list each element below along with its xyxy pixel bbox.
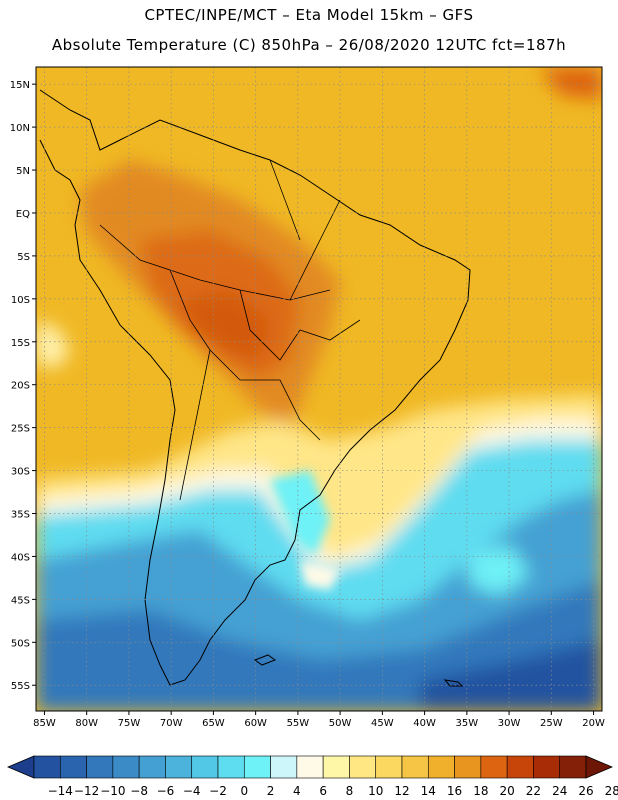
- latitude-axis: 15N 10N 5N EQ 5S 10S 15S 20S 25S 30S 35S 40S 45S 50S 5…: [10, 80, 36, 692]
- coastline-falklands: [253, 654, 277, 666]
- lat-tick-label: 15N: [10, 80, 30, 91]
- plot-frame: [35, 66, 603, 712]
- colorbar-label: 2: [267, 784, 275, 798]
- lon-tick-label: 75W: [118, 718, 141, 729]
- colorbar-swatch: [401, 755, 429, 779]
- colorbar-swatch: [296, 755, 324, 779]
- colorbar-swatch: [165, 755, 193, 779]
- lon-tick-label: 55W: [287, 718, 310, 729]
- lat-tick-label: 5S: [17, 252, 30, 263]
- country-borders: [99, 159, 361, 501]
- lat-tick-label: 55S: [11, 681, 30, 692]
- lat-tick-label: 50S: [11, 638, 30, 649]
- lon-tick-label: 45W: [371, 718, 394, 729]
- colorbar-swatch: [533, 755, 561, 779]
- lon-tick-label: 20W: [582, 718, 605, 729]
- lon-tick-label: 40W: [413, 718, 436, 729]
- colorbar-label: 8: [346, 784, 354, 798]
- temperature-field: [36, 67, 602, 711]
- lat-tick-label: EQ: [16, 209, 30, 220]
- lon-tick-label: 50W: [329, 718, 352, 729]
- colorbar-label: 16: [447, 784, 462, 798]
- colorbar-swatch: [191, 755, 219, 779]
- colorbar-label: 10: [368, 784, 383, 798]
- lon-tick-label: 65W: [202, 718, 225, 729]
- longitude-axis: 85W 80W 75W 70W 65W 60W 55W 50W 45W 40W 35W 30W 25W 2…: [33, 711, 605, 729]
- colorbar-label: 4: [293, 784, 301, 798]
- colorbar-label: 24: [552, 784, 567, 798]
- colorbar-swatch: [86, 755, 114, 779]
- colorbar-swatch: [454, 755, 482, 779]
- map-title: CPTEC/INPE/MCT – Eta Model 15km – GFS: [144, 6, 474, 24]
- colorbar-swatch: [138, 755, 166, 779]
- lon-tick-label: 70W: [160, 718, 183, 729]
- map-subtitle: Absolute Temperature (C) 850hPa – 26/08/…: [51, 36, 567, 54]
- colorbar-label: −14: [48, 784, 73, 798]
- colorbar-swatch: [243, 755, 271, 779]
- colorbar: −14 −12 −10 −8 −6 −4 −2 0 2 4 6 8 10 12 14 16 18 20 22 24 26…: [6, 755, 618, 798]
- lon-tick-label: 25W: [540, 718, 563, 729]
- colorbar-label: 12: [394, 784, 409, 798]
- colorbar-max-arrow: [585, 755, 614, 779]
- lat-tick-label: 20S: [11, 381, 30, 392]
- colorbar-swatch: [427, 755, 455, 779]
- lat-tick-label: 15S: [11, 338, 30, 349]
- lat-tick-label: 35S: [11, 510, 30, 521]
- colorbar-label: 6: [319, 784, 327, 798]
- colorbar-swatch: [217, 755, 245, 779]
- graticule: [36, 67, 602, 711]
- lat-tick-label: 10N: [10, 123, 30, 134]
- colorbar-min-arrow: [6, 755, 35, 779]
- lon-tick-label: 35W: [456, 718, 479, 729]
- colorbar-label: −8: [130, 784, 148, 798]
- lat-tick-label: 5N: [16, 166, 30, 177]
- lon-tick-label: 85W: [33, 718, 56, 729]
- lat-tick-label: 10S: [11, 295, 30, 306]
- colorbar-label: 26: [578, 784, 593, 798]
- coastline-south-georgia: [443, 679, 464, 687]
- colorbar-swatch: [322, 755, 350, 779]
- colorbar-label: −6: [157, 784, 175, 798]
- colorbar-label: 28: [605, 784, 618, 798]
- colorbar-swatch: [270, 755, 298, 779]
- colorbar-label: −12: [74, 784, 99, 798]
- colorbar-label: 0: [240, 784, 248, 798]
- colorbar-label: −4: [183, 784, 201, 798]
- colorbar-label: 22: [526, 784, 541, 798]
- lon-tick-label: 80W: [75, 718, 98, 729]
- colorbar-swatch: [559, 755, 587, 779]
- colorbar-label: −10: [100, 784, 125, 798]
- lat-tick-label: 25S: [11, 424, 30, 435]
- colorbar-label: −2: [209, 784, 227, 798]
- colorbar-swatch: [375, 755, 403, 779]
- lat-tick-label: 30S: [11, 467, 30, 478]
- colorbar-swatch: [112, 755, 140, 779]
- colorbar-swatch: [33, 755, 61, 779]
- lon-tick-label: 30W: [498, 718, 521, 729]
- colorbar-label: 20: [500, 784, 515, 798]
- lon-tick-label: 60W: [244, 718, 267, 729]
- colorbar-label: 18: [473, 784, 488, 798]
- lat-tick-label: 45S: [11, 595, 30, 606]
- lat-tick-label: 40S: [11, 552, 30, 563]
- colorbar-swatch: [59, 755, 87, 779]
- colorbar-swatch: [349, 755, 377, 779]
- colorbar-label: 14: [421, 784, 436, 798]
- colorbar-swatch: [506, 755, 534, 779]
- coastline-south-america: [39, 89, 471, 686]
- colorbar-swatch: [480, 755, 508, 779]
